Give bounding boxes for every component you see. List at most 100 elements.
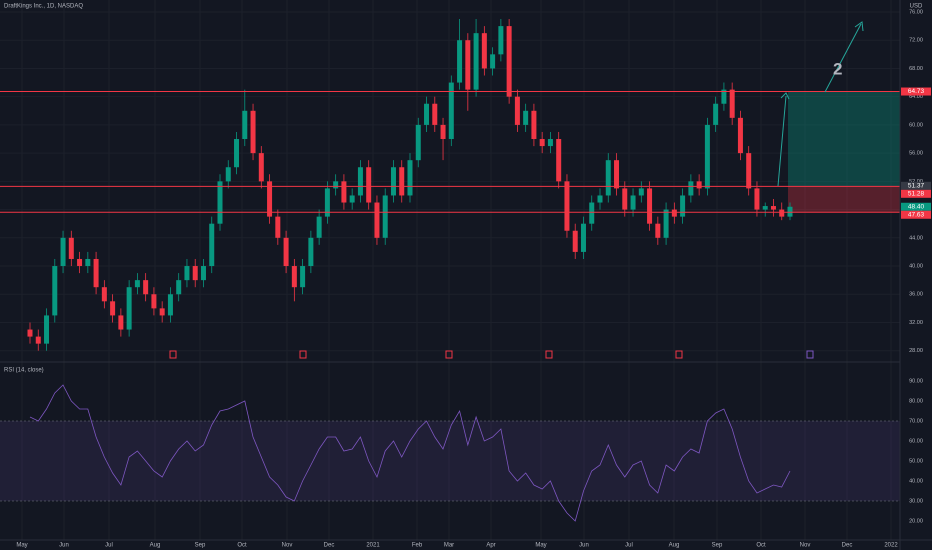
y-tick-label: 28.00 bbox=[909, 348, 923, 354]
candle-body bbox=[390, 167, 396, 196]
x-tick-label: Aug bbox=[150, 543, 161, 549]
x-tick-label: Dec bbox=[842, 543, 853, 549]
x-tick-label: Nov bbox=[282, 543, 293, 549]
candle-body bbox=[539, 139, 545, 147]
x-tick-label: Dec bbox=[324, 543, 335, 549]
x-tick-label: Apr bbox=[486, 543, 495, 549]
candle-body bbox=[357, 167, 363, 196]
candle-body bbox=[77, 258, 83, 267]
candle-body bbox=[225, 167, 231, 182]
candle-body bbox=[35, 336, 41, 344]
price-tag bbox=[901, 202, 931, 211]
candle-body bbox=[267, 181, 273, 217]
candle-body bbox=[663, 209, 669, 238]
event-marker bbox=[545, 350, 553, 359]
y-tick-label: 30.00 bbox=[909, 498, 923, 504]
candle-body bbox=[597, 195, 603, 203]
x-tick-label: Oct bbox=[756, 543, 766, 549]
candle-body bbox=[547, 139, 553, 147]
candle-body bbox=[506, 26, 512, 97]
candle-body bbox=[93, 258, 99, 288]
x-tick-label: Aug bbox=[669, 543, 680, 549]
grid bbox=[0, 420, 900, 502]
x-tick-label: Jun bbox=[579, 543, 589, 549]
x-tick-label: May bbox=[535, 543, 546, 549]
x-tick-label: 2022 bbox=[884, 543, 898, 549]
candle-body bbox=[333, 181, 339, 189]
candle-body bbox=[234, 139, 240, 168]
rsi-line bbox=[29, 384, 791, 522]
arrow bbox=[777, 95, 787, 187]
candle-body bbox=[374, 202, 380, 238]
indicator-title: RSI (14, close) bbox=[4, 368, 44, 374]
candle-body bbox=[713, 103, 719, 125]
event-marker bbox=[675, 350, 683, 359]
candle-body bbox=[589, 202, 595, 224]
candle-body bbox=[655, 223, 661, 238]
candle-body bbox=[630, 195, 636, 210]
candle-body bbox=[729, 89, 735, 118]
price-tag bbox=[901, 181, 931, 190]
price-tag-label: 51.28 bbox=[908, 191, 925, 198]
x-tick-label: Oct bbox=[237, 543, 247, 549]
candle-body bbox=[308, 237, 314, 267]
annotation: 2 bbox=[833, 59, 842, 78]
x-tick-label: Feb bbox=[412, 543, 423, 549]
candle-body bbox=[167, 294, 173, 316]
y-tick-label: 36.00 bbox=[909, 292, 923, 298]
candle-body bbox=[647, 188, 653, 224]
candle-body bbox=[184, 266, 190, 281]
y-tick-label: 44.00 bbox=[909, 235, 923, 241]
candle-body bbox=[68, 237, 74, 259]
candle-body bbox=[746, 153, 752, 189]
candle-body bbox=[192, 266, 198, 281]
y-tick-label: 76.00 bbox=[909, 9, 923, 15]
y-tick-label: 60.00 bbox=[909, 122, 923, 128]
x-tick-label: Sep bbox=[712, 543, 723, 549]
candle-body bbox=[52, 266, 58, 316]
candle-body bbox=[85, 258, 91, 267]
candle-body bbox=[737, 117, 743, 154]
candle-body bbox=[399, 167, 405, 196]
candle-body bbox=[209, 223, 215, 267]
target-zone bbox=[788, 91, 900, 187]
chart-title: DraftKings Inc., 1D, NASDAQ bbox=[4, 4, 83, 10]
y-tick-label: 32.00 bbox=[909, 320, 923, 326]
candle-body bbox=[283, 237, 289, 267]
candle-body bbox=[415, 124, 421, 161]
candle-body bbox=[101, 287, 107, 302]
price-tag-label: 47.63 bbox=[908, 211, 925, 218]
candle-body bbox=[671, 209, 677, 217]
stop-zone bbox=[788, 186, 900, 213]
candle-body bbox=[490, 54, 496, 69]
candle-body bbox=[176, 280, 182, 295]
y-tick-label: 56.00 bbox=[909, 151, 923, 157]
candle-body bbox=[622, 188, 628, 210]
x-tick-label: May bbox=[16, 543, 27, 549]
candle-body bbox=[217, 181, 223, 224]
candle-body bbox=[110, 301, 116, 316]
candle-body bbox=[556, 139, 562, 182]
candle-body bbox=[291, 266, 297, 288]
candle-body bbox=[754, 188, 760, 210]
candle-body bbox=[614, 160, 620, 189]
candle-body bbox=[580, 223, 586, 252]
candle-body bbox=[159, 308, 165, 316]
event-markers bbox=[169, 350, 814, 359]
candle-body bbox=[143, 280, 149, 295]
y-tick-label: 70.00 bbox=[909, 418, 923, 424]
candle-body bbox=[572, 230, 578, 252]
candle-body bbox=[382, 195, 388, 238]
candle-body bbox=[523, 110, 529, 125]
arrow-head bbox=[854, 21, 864, 32]
candle-body bbox=[151, 294, 157, 309]
price-tag bbox=[901, 189, 931, 198]
candle-body bbox=[531, 110, 537, 140]
candle-body bbox=[275, 216, 281, 238]
x-tick-label: Jul bbox=[625, 543, 633, 549]
candle-body bbox=[432, 103, 438, 125]
candle-body bbox=[316, 216, 322, 238]
candle-body bbox=[300, 266, 306, 288]
arrow-head bbox=[780, 92, 790, 100]
event-marker bbox=[445, 350, 453, 359]
